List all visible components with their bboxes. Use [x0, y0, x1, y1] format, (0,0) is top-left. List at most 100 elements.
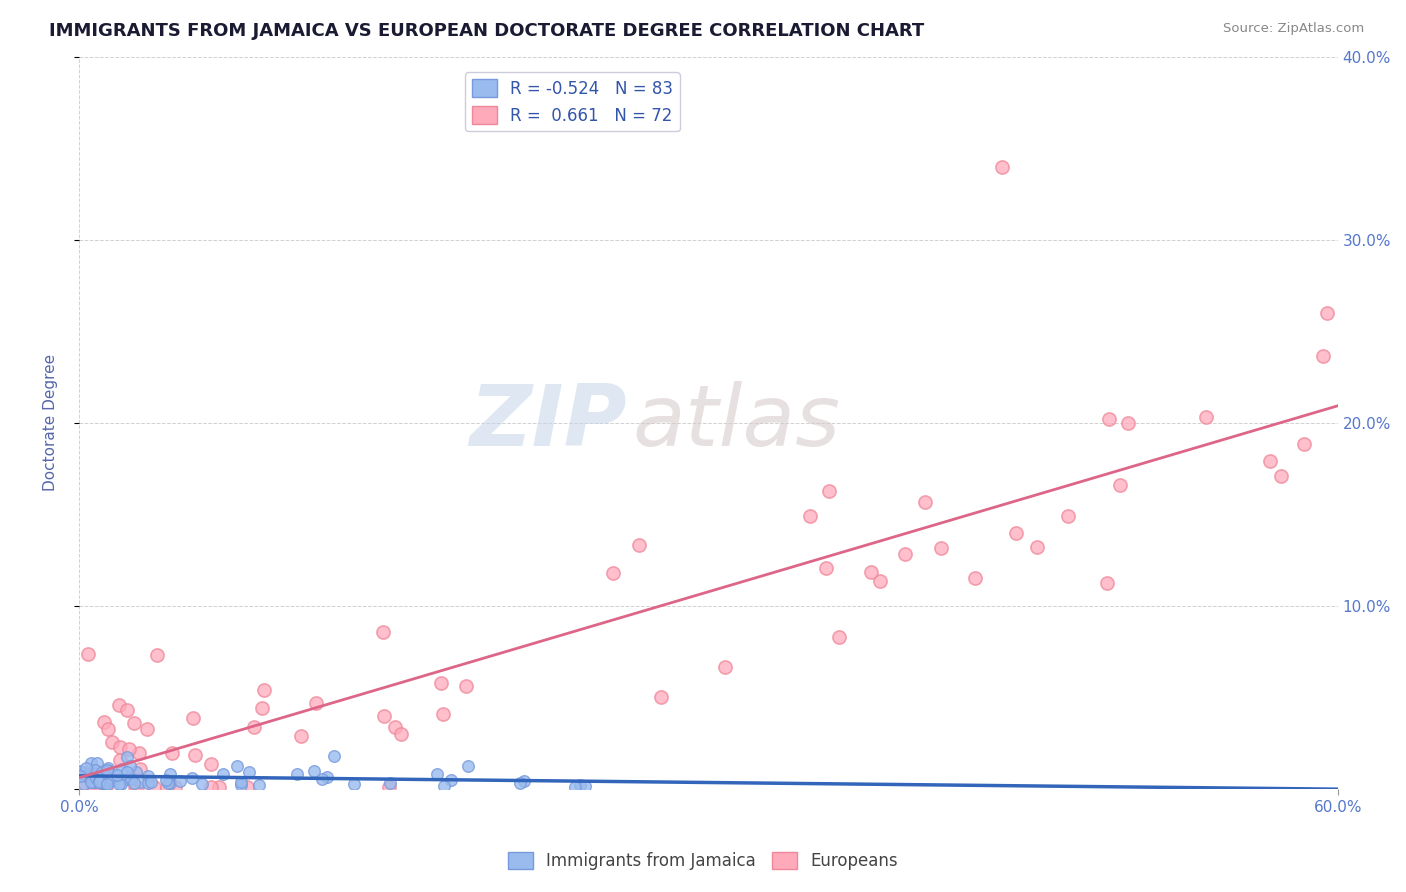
- Point: [181, 711, 204, 725]
- Point: [157, 776, 180, 790]
- Point: [89, 775, 111, 789]
- Point: [122, 715, 145, 730]
- Point: [89, 772, 111, 787]
- Point: [200, 756, 222, 771]
- Point: [82, 775, 104, 789]
- Point: [159, 767, 181, 781]
- Point: [304, 696, 326, 710]
- Point: [75, 761, 97, 775]
- Point: [247, 778, 270, 792]
- Point: [155, 772, 177, 787]
- Point: [101, 734, 124, 748]
- Point: [100, 771, 122, 785]
- Point: [76, 770, 98, 784]
- Point: [98, 764, 121, 779]
- Point: [117, 772, 139, 787]
- Point: [86, 772, 108, 786]
- Point: [433, 779, 456, 793]
- Point: [115, 750, 138, 764]
- Text: IMMIGRANTS FROM JAMAICA VS EUROPEAN DOCTORATE DEGREE CORRELATION CHART: IMMIGRANTS FROM JAMAICA VS EUROPEAN DOCT…: [49, 22, 925, 40]
- Text: ZIP: ZIP: [468, 382, 627, 465]
- Point: [165, 780, 187, 795]
- Point: [208, 780, 231, 795]
- Point: [91, 765, 114, 780]
- Point: [212, 766, 235, 780]
- Point: [384, 720, 406, 734]
- Point: [96, 772, 118, 787]
- Point: [73, 777, 96, 791]
- Point: [430, 676, 453, 690]
- Point: [426, 767, 449, 781]
- Point: [869, 574, 891, 588]
- Point: [1116, 416, 1139, 430]
- Point: [108, 753, 131, 767]
- Point: [509, 775, 531, 789]
- Point: [818, 484, 841, 499]
- Point: [1195, 410, 1218, 425]
- Point: [315, 770, 337, 784]
- Point: [90, 780, 112, 795]
- Point: [156, 780, 179, 795]
- Point: [285, 767, 308, 781]
- Point: [1270, 469, 1292, 483]
- Point: [236, 780, 259, 795]
- Point: [72, 780, 94, 795]
- Point: [84, 780, 107, 795]
- Point: [827, 630, 849, 644]
- Point: [70, 764, 93, 779]
- Point: [1025, 540, 1047, 554]
- Point: [373, 709, 395, 723]
- Point: [110, 776, 132, 790]
- Point: [914, 494, 936, 508]
- Point: [1095, 575, 1118, 590]
- Point: [378, 775, 401, 789]
- Point: [77, 647, 100, 661]
- Point: [80, 756, 103, 771]
- Point: [929, 541, 952, 555]
- Point: [125, 765, 148, 780]
- Point: [183, 747, 205, 762]
- Point: [159, 776, 181, 790]
- Point: [84, 775, 107, 789]
- Point: [302, 764, 325, 778]
- Point: [111, 762, 134, 776]
- Point: [815, 560, 838, 574]
- Point: [200, 780, 222, 795]
- Point: [128, 762, 150, 776]
- Point: [432, 707, 454, 722]
- Point: [105, 767, 128, 781]
- Point: [1098, 412, 1121, 426]
- Point: [136, 722, 159, 736]
- Point: [1005, 526, 1028, 541]
- Point: [252, 701, 274, 715]
- Point: [115, 703, 138, 717]
- Point: [93, 776, 115, 790]
- Point: [602, 566, 624, 580]
- Y-axis label: Doctorate Degree: Doctorate Degree: [44, 354, 58, 491]
- Point: [94, 776, 117, 790]
- Point: [322, 749, 344, 764]
- Point: [1312, 349, 1334, 363]
- Point: [117, 764, 139, 779]
- Point: [86, 771, 108, 785]
- Point: [371, 625, 394, 640]
- Point: [70, 764, 93, 779]
- Point: [90, 776, 112, 790]
- Point: [343, 777, 366, 791]
- Point: [120, 772, 142, 787]
- Point: [1258, 453, 1281, 467]
- Point: [108, 698, 131, 712]
- Point: [457, 758, 479, 772]
- Point: [143, 780, 166, 794]
- Point: [77, 769, 100, 783]
- Point: [1316, 306, 1339, 320]
- Point: [69, 764, 91, 779]
- Point: [108, 739, 131, 754]
- Point: [229, 778, 252, 792]
- Point: [389, 727, 412, 741]
- Point: [799, 509, 821, 524]
- Point: [169, 774, 191, 789]
- Point: [569, 778, 592, 792]
- Point: [86, 756, 108, 770]
- Point: [181, 771, 204, 785]
